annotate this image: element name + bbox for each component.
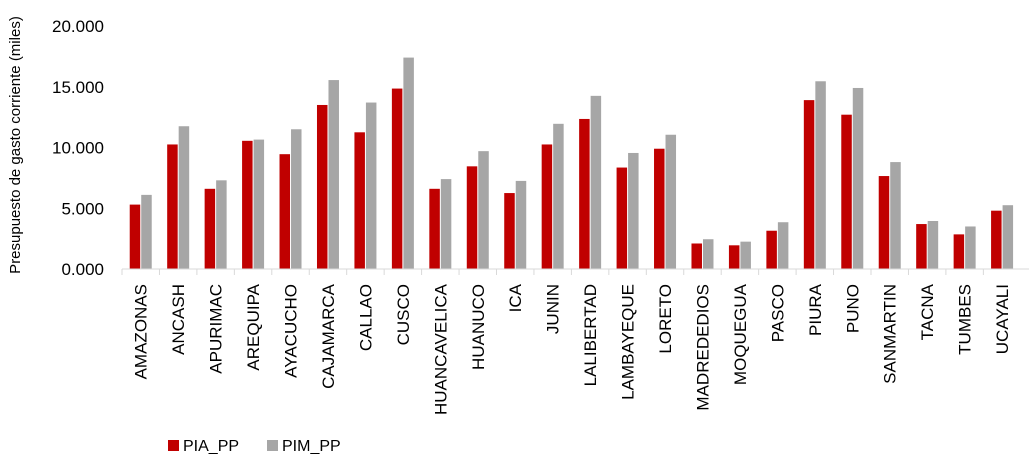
x-tick-label: CAJAMARCA	[319, 283, 338, 389]
x-tick-label: UCAYALI	[993, 284, 1012, 354]
bar-pia-pp	[766, 231, 777, 269]
bar-pia-pp	[954, 234, 965, 269]
bar-pim-pp	[928, 221, 939, 269]
bar-pia-pp	[542, 144, 553, 269]
bar-pim-pp	[853, 88, 864, 269]
x-tick-label: HUANUCO	[469, 284, 488, 370]
bar-pim-pp	[291, 129, 302, 269]
bar-pim-pp	[441, 179, 452, 269]
bar-pim-pp	[553, 124, 564, 269]
bar-pia-pp	[205, 189, 216, 269]
x-tick-label: TACNA	[918, 283, 937, 340]
bar-pia-pp	[429, 189, 440, 269]
bar-pim-pp	[179, 126, 190, 269]
x-tick-label: CALLAO	[356, 284, 375, 351]
bar-pim-pp	[328, 80, 339, 269]
x-tick-label: LALIBERTAD	[581, 284, 600, 386]
x-tick-label: JUNIN	[544, 284, 563, 334]
x-axis: AMAZONAS ANCASH APURIMAC AREQUIPA AYACUCHO CA…	[122, 269, 1012, 415]
bar-pim-pp	[516, 181, 527, 269]
bar-pim-pp	[1003, 205, 1014, 269]
legend-swatch	[267, 440, 278, 451]
x-tick-label: ICA	[506, 283, 525, 312]
bar-pia-pp	[392, 89, 403, 269]
bar-pim-pp	[666, 135, 677, 269]
bar-pia-pp	[130, 205, 141, 269]
x-tick-label: MADREDEDIOS	[693, 284, 712, 411]
bar-pia-pp	[804, 100, 815, 269]
y-tick-label: 10.000	[52, 139, 104, 158]
x-tick-label: TUMBES	[956, 284, 975, 355]
bar-pia-pp	[654, 149, 665, 269]
x-tick-label: PIURA	[806, 283, 825, 336]
bar-pia-pp	[729, 245, 740, 269]
bar-pim-pp	[591, 96, 602, 269]
x-tick-label: SANMARTIN	[881, 284, 900, 384]
bar-pia-pp	[691, 243, 702, 269]
y-tick-label: 20.000	[52, 17, 104, 36]
x-tick-label: LORETO	[656, 284, 675, 354]
bar-pim-pp	[740, 242, 751, 269]
legend-label: PIM_PP	[282, 438, 341, 455]
y-tick-label: 5.000	[61, 199, 104, 218]
bar-pia-pp	[579, 119, 590, 269]
y-tick-label: 15.000	[52, 78, 104, 97]
bar-pim-pp	[141, 195, 152, 269]
legend-label: PIA_PP	[183, 438, 239, 455]
bar-pim-pp	[216, 180, 227, 269]
y-tick-label: 0.000	[61, 260, 104, 279]
bar-pim-pp	[366, 103, 377, 269]
x-tick-label: CUSCO	[394, 284, 413, 345]
bar-pim-pp	[254, 140, 265, 269]
y-axis-title: Presupuesto de gasto corriente (miles)	[7, 16, 24, 274]
bar-pim-pp	[478, 151, 489, 269]
bar-pia-pp	[504, 193, 514, 269]
bar-pia-pp	[354, 132, 365, 269]
bar-pim-pp	[628, 153, 639, 269]
y-axis: 0.000 5.000 10.000 15.000 20.000	[52, 17, 104, 279]
x-tick-label: APURIMAC	[207, 284, 226, 374]
bar-pia-pp	[841, 115, 852, 269]
bar-pim-pp	[965, 226, 976, 269]
bar-pia-pp	[317, 105, 328, 269]
x-tick-label: PUNO	[843, 284, 862, 333]
bar-pia-pp	[991, 211, 1002, 269]
x-tick-label: AYACUCHO	[282, 284, 301, 378]
bar-pim-pp	[403, 58, 414, 269]
bar-pim-pp	[890, 162, 901, 269]
legend: PIA_PP PIM_PP	[168, 438, 341, 455]
bar-pia-pp	[467, 166, 478, 269]
x-tick-label: ANCASH	[169, 284, 188, 355]
bars	[130, 58, 1013, 269]
bar-pim-pp	[815, 81, 826, 269]
x-tick-label: AMAZONAS	[132, 284, 151, 379]
bar-pia-pp	[916, 224, 927, 269]
x-tick-label: PASCO	[768, 284, 787, 342]
bar-pia-pp	[167, 144, 178, 269]
bar-pim-pp	[778, 222, 789, 269]
x-tick-label: LAMBAYEQUE	[619, 284, 638, 400]
x-tick-label: MOQUEGUA	[731, 283, 750, 385]
legend-swatch	[168, 440, 179, 451]
bar-pim-pp	[703, 239, 714, 269]
bar-pia-pp	[280, 154, 291, 269]
x-tick-label: HUANCAVELICA	[431, 283, 450, 415]
bar-pia-pp	[242, 141, 253, 269]
x-tick-label: AREQUIPA	[244, 283, 263, 370]
bar-pia-pp	[617, 168, 628, 269]
bar-pia-pp	[879, 176, 890, 269]
